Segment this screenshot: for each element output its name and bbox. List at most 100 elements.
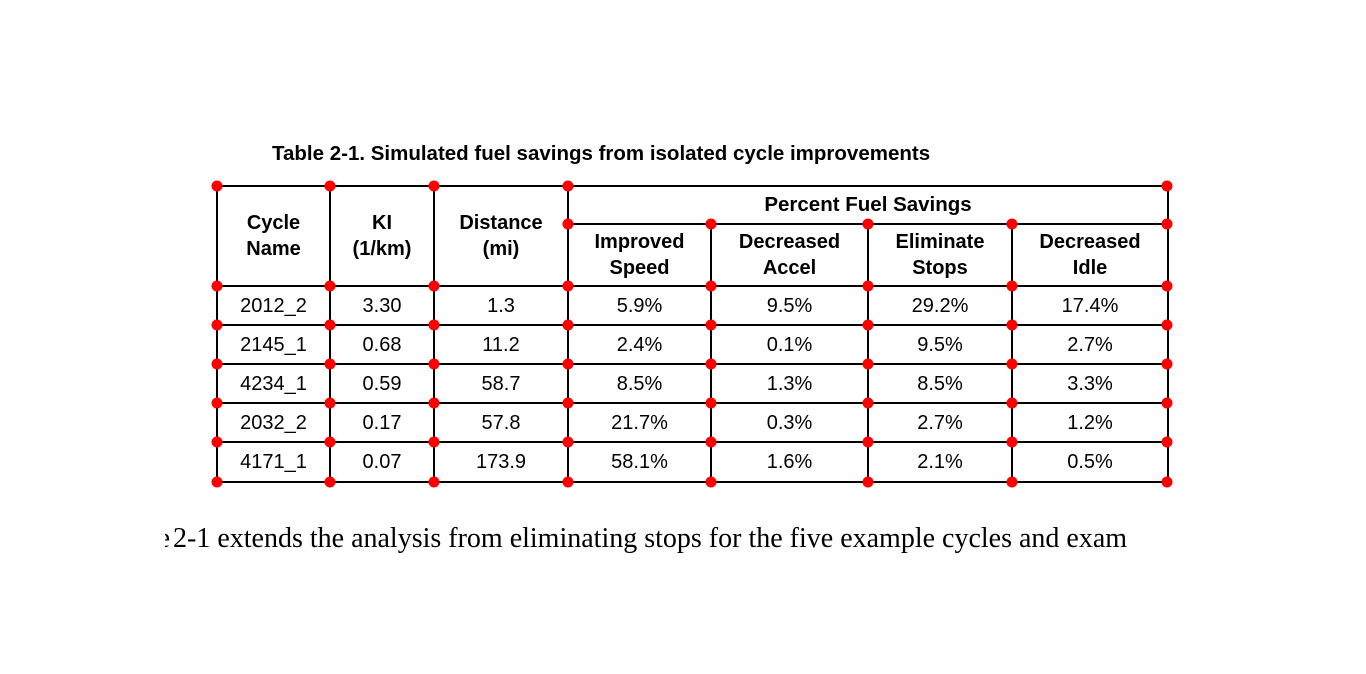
table-caption: Table 2-1. Simulated fuel savings from i… (272, 142, 931, 165)
table-corner-marker-dot (428, 358, 440, 370)
table-corner-marker-dot (1161, 358, 1173, 370)
header-cell-percent-fuel-savings: Percent Fuel Savings (566, 185, 1170, 225)
table-corner-marker-dot (324, 397, 336, 409)
header-cell-cycle-name: Cycle Name (216, 185, 331, 287)
cell-decreased-idle: 2.7% (1010, 324, 1170, 365)
table-row: 2145_1 0.68 11.2 2.4% 0.1% 9.5% 2.7% (216, 324, 1170, 365)
table-corner-marker-dot (1006, 280, 1018, 292)
table-corner-marker-dot (324, 280, 336, 292)
cell-eliminate-stops: 8.5% (867, 363, 1013, 404)
table-corner-marker-dot (862, 358, 874, 370)
cell-cycle-name: 4234_1 (216, 363, 331, 404)
table-corner-marker-dot (324, 476, 336, 488)
table-corner-marker-dot (1006, 218, 1018, 230)
cell-eliminate-stops: 2.7% (867, 402, 1013, 443)
header-cell-decreased-idle: Decreased Idle (1010, 223, 1170, 287)
table-corner-marker-dot (562, 358, 574, 370)
table-corner-marker-dot (428, 397, 440, 409)
table-corner-marker-dot (1161, 218, 1173, 230)
table-corner-marker-dot (211, 397, 223, 409)
cell-ki: 0.59 (329, 363, 435, 404)
table-corner-marker-dot (562, 180, 574, 192)
table-corner-marker-dot (862, 319, 874, 331)
table-corner-marker-dot (1006, 358, 1018, 370)
table-corner-marker-dot (562, 280, 574, 292)
cell-decreased-accel: 0.3% (710, 402, 869, 443)
table-corner-marker-dot (428, 476, 440, 488)
table-corner-marker-dot (1006, 476, 1018, 488)
cell-ki: 0.17 (329, 402, 435, 443)
cell-eliminate-stops: 9.5% (867, 324, 1013, 365)
cell-improved-speed: 21.7% (567, 402, 712, 443)
header-cell-eliminate-stops: Eliminate Stops (867, 223, 1013, 287)
cell-decreased-accel: 1.3% (710, 363, 869, 404)
table-corner-marker-dot (562, 476, 574, 488)
cell-decreased-idle: 0.5% (1010, 441, 1170, 483)
table-corner-marker-dot (862, 436, 874, 448)
table-corner-marker-dot (1161, 180, 1173, 192)
table-corner-marker-dot (1006, 319, 1018, 331)
table-row: 4234_1 0.59 58.7 8.5% 1.3% 8.5% 3.3% (216, 363, 1170, 404)
cell-ki: 3.30 (329, 285, 435, 326)
table-corner-marker-dot (705, 280, 717, 292)
cell-cycle-name: 2032_2 (216, 402, 331, 443)
cell-eliminate-stops: 29.2% (867, 285, 1013, 326)
table-corner-marker-dot (1161, 397, 1173, 409)
cell-distance: 11.2 (433, 324, 569, 365)
table-corner-marker-dot (324, 358, 336, 370)
cell-improved-speed: 2.4% (567, 324, 712, 365)
table-corner-marker-dot (1161, 319, 1173, 331)
body-text-line: e2-1 extends the analysis from eliminati… (165, 522, 1127, 556)
table-corner-marker-dot (1006, 397, 1018, 409)
table-corner-marker-dot (211, 280, 223, 292)
cell-ki: 0.07 (329, 441, 435, 483)
fuel-savings-table: Cycle Name KI (1/km) Distance (mi) Perce… (216, 185, 1170, 483)
table-corner-marker-dot (1161, 280, 1173, 292)
cell-distance: 173.9 (433, 441, 569, 483)
cell-cycle-name: 2145_1 (216, 324, 331, 365)
cell-distance: 57.8 (433, 402, 569, 443)
body-text: 2-1 extends the analysis from eliminatin… (173, 523, 1128, 554)
cell-distance: 1.3 (433, 285, 569, 326)
table-corner-marker-dot (862, 218, 874, 230)
table-corner-marker-dot (705, 436, 717, 448)
header-cell-decreased-accel: Decreased Accel (710, 223, 869, 287)
clipped-character-fragment: e (165, 522, 170, 556)
cell-decreased-idle: 3.3% (1010, 363, 1170, 404)
table-corner-marker-dot (211, 180, 223, 192)
cell-improved-speed: 8.5% (567, 363, 712, 404)
table-row: 4171_1 0.07 173.9 58.1% 1.6% 2.1% 0.5% (216, 441, 1170, 483)
table-corner-marker-dot (428, 180, 440, 192)
cell-improved-speed: 58.1% (567, 441, 712, 483)
table-corner-marker-dot (428, 436, 440, 448)
table-corner-marker-dot (862, 397, 874, 409)
table-corner-marker-dot (211, 476, 223, 488)
table-corner-marker-dot (211, 319, 223, 331)
cell-eliminate-stops: 2.1% (867, 441, 1013, 483)
table-corner-marker-dot (1161, 436, 1173, 448)
cell-decreased-idle: 17.4% (1010, 285, 1170, 326)
cell-cycle-name: 2012_2 (216, 285, 331, 326)
cell-distance: 58.7 (433, 363, 569, 404)
table-corner-marker-dot (428, 319, 440, 331)
cell-decreased-idle: 1.2% (1010, 402, 1170, 443)
table-corner-marker-dot (1006, 436, 1018, 448)
header-cell-improved-speed: Improved Speed (567, 223, 712, 287)
table-corner-marker-dot (705, 397, 717, 409)
cell-cycle-name: 4171_1 (216, 441, 331, 483)
table-corner-marker-dot (705, 319, 717, 331)
table-corner-marker-dot (324, 436, 336, 448)
table-corner-marker-dot (562, 397, 574, 409)
table-corner-marker-dot (862, 476, 874, 488)
cell-decreased-accel: 0.1% (710, 324, 869, 365)
table-corner-marker-dot (324, 319, 336, 331)
table-row: 2012_2 3.30 1.3 5.9% 9.5% 29.2% 17.4% (216, 285, 1170, 326)
table-corner-marker-dot (562, 319, 574, 331)
table-corner-marker-dot (705, 218, 717, 230)
table-corner-marker-dot (428, 280, 440, 292)
table-corner-marker-dot (705, 358, 717, 370)
table-corner-marker-dot (862, 280, 874, 292)
cell-improved-speed: 5.9% (567, 285, 712, 326)
table-corner-marker-dot (211, 436, 223, 448)
